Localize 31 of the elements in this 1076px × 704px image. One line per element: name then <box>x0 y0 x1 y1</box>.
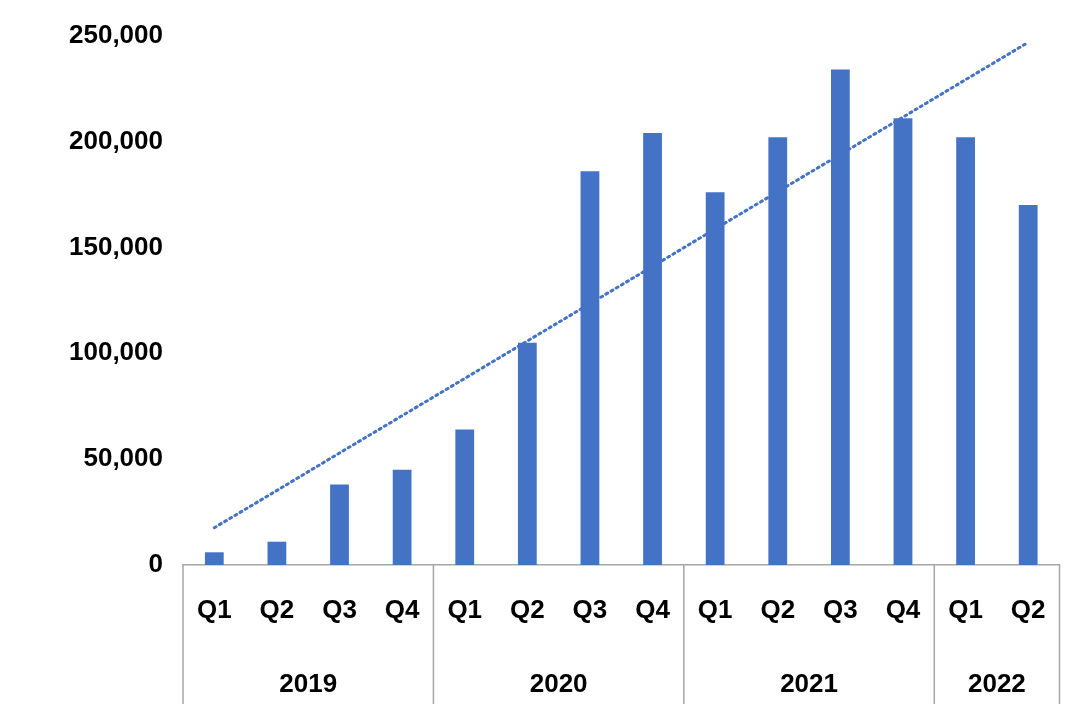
text: 2020 <box>529 668 588 699</box>
x-tick-label: Q3 <box>572 593 608 624</box>
x-tick-label: Q2 <box>1010 593 1046 624</box>
y-tick-label: 150,000 <box>69 230 163 261</box>
x-tick-label: Q1 <box>447 593 483 624</box>
bar <box>330 484 349 565</box>
text: 2019 <box>279 668 338 699</box>
y-tick-label: 0 <box>148 548 163 579</box>
bar <box>204 552 224 565</box>
x-tick-label: Q2 <box>760 593 796 624</box>
text: 2021 <box>780 668 838 699</box>
bar <box>455 429 475 565</box>
x-tick-label: Q3 <box>322 593 357 624</box>
x-tick-label: Q2 <box>259 593 295 624</box>
y-tick-label: 100,000 <box>69 336 163 367</box>
text: 2022 <box>967 668 1026 699</box>
x-tick-label: Q3 <box>823 593 858 624</box>
x-tick-label: Q1 <box>948 593 983 624</box>
bar <box>392 469 412 565</box>
x-tick-label: Q1 <box>697 593 733 624</box>
x-tick-label: Q4 <box>635 593 671 624</box>
x-tick-label: Q4 <box>384 593 420 624</box>
y-tick-label: 250,000 <box>69 18 163 49</box>
x-tick-label: Q1 <box>196 593 232 624</box>
bar <box>267 541 287 565</box>
bar <box>956 137 975 565</box>
x-tick-label: Q2 <box>509 593 545 624</box>
x-tick-label: Q4 <box>885 593 921 624</box>
y-tick-label: 50,000 <box>83 442 163 473</box>
y-tick-label: 200,000 <box>69 124 163 155</box>
bar <box>1018 205 1038 565</box>
